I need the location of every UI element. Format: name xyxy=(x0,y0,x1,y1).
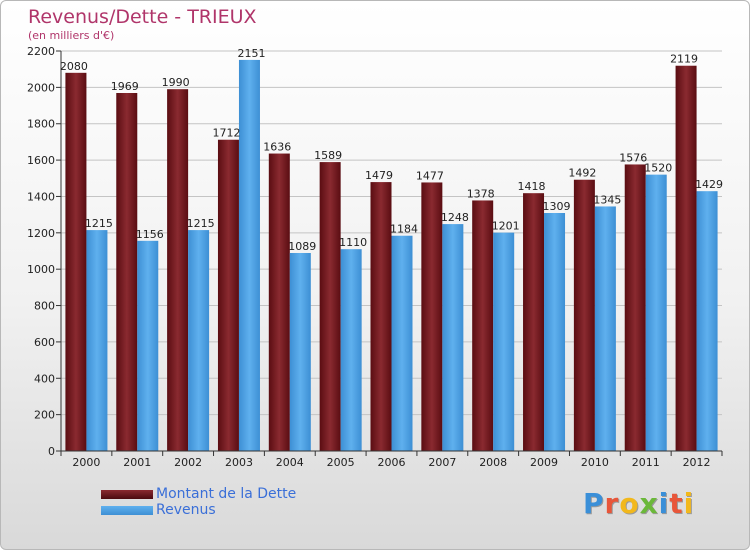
value-label-debt: 1576 xyxy=(619,151,647,164)
bar-debt xyxy=(268,153,290,451)
value-label-revenue: 1156 xyxy=(136,228,164,241)
logo-letter: x xyxy=(639,487,659,520)
bar-revenue xyxy=(188,230,210,451)
logo-letter: o xyxy=(619,487,640,520)
value-label-revenue: 1215 xyxy=(85,217,113,230)
value-label-revenue: 1309 xyxy=(543,200,571,213)
y-tick-label: 1200 xyxy=(27,227,55,240)
y-tick-label: 1800 xyxy=(27,118,55,131)
logo-letter: P xyxy=(583,487,605,520)
bar-revenue xyxy=(594,206,616,451)
value-label-revenue: 1110 xyxy=(339,236,367,249)
logo-letter: i xyxy=(683,487,695,520)
value-label-revenue: 2151 xyxy=(237,47,265,60)
x-tick-label: 2006 xyxy=(378,456,406,469)
x-tick-label: 2010 xyxy=(581,456,609,469)
value-label-debt: 1712 xyxy=(212,127,240,140)
x-tick-label: 2001 xyxy=(123,456,151,469)
value-label-revenue: 1248 xyxy=(441,211,469,224)
bar-revenue xyxy=(137,240,159,451)
value-label-revenue: 1345 xyxy=(593,193,621,206)
value-label-debt: 2119 xyxy=(670,53,698,66)
bar-debt xyxy=(167,89,189,451)
value-label-debt: 1418 xyxy=(518,180,546,193)
bar-debt xyxy=(116,93,138,451)
bar-revenue xyxy=(391,235,413,451)
bar-revenue xyxy=(289,253,311,451)
y-tick-label: 200 xyxy=(34,409,55,422)
bar-debt xyxy=(675,65,697,452)
chart-title: Revenus/Dette - TRIEUX xyxy=(28,6,257,28)
value-label-revenue: 1429 xyxy=(695,178,723,191)
y-tick-label: 1400 xyxy=(27,190,55,203)
value-label-debt: 1589 xyxy=(314,149,342,162)
chart-subtitle: (en milliers d'€) xyxy=(28,29,115,42)
y-tick-label: 800 xyxy=(34,300,55,313)
value-label-debt: 1636 xyxy=(263,141,291,154)
y-tick-label: 0 xyxy=(48,445,55,458)
bar-debt xyxy=(523,193,545,451)
bar-revenue xyxy=(696,191,718,451)
y-tick-label: 1600 xyxy=(27,154,55,167)
bar-revenue xyxy=(442,224,464,451)
x-tick-label: 2002 xyxy=(174,456,202,469)
y-tick-label: 2000 xyxy=(27,81,55,94)
bar-debt xyxy=(65,72,87,452)
bar-debt xyxy=(573,179,595,451)
logo-letter: r xyxy=(604,487,620,520)
x-tick-label: 2003 xyxy=(225,456,253,469)
value-label-revenue: 1184 xyxy=(390,223,418,236)
bar-debt xyxy=(319,162,341,451)
bar-revenue xyxy=(86,230,108,451)
legend-label-revenue: Revenus xyxy=(156,502,216,518)
value-label-debt: 2080 xyxy=(60,60,88,73)
x-tick-label: 2000 xyxy=(72,456,100,469)
x-tick-label: 2004 xyxy=(276,456,304,469)
x-tick-label: 2011 xyxy=(632,456,660,469)
value-label-debt: 1990 xyxy=(162,76,190,89)
bar-debt xyxy=(624,164,646,452)
proxiti-logo: Proxiti xyxy=(583,487,694,520)
x-tick-label: 2008 xyxy=(479,456,507,469)
logo-letter: i xyxy=(658,487,670,520)
legend-label-debt: Montant de la Dette xyxy=(156,486,297,502)
legend-swatch-revenue xyxy=(101,506,153,515)
value-label-debt: 1969 xyxy=(111,80,139,93)
bar-revenue xyxy=(340,249,362,451)
bar-debt xyxy=(217,139,239,451)
y-tick-label: 2200 xyxy=(27,45,55,58)
value-label-revenue: 1215 xyxy=(187,217,215,230)
x-tick-label: 2009 xyxy=(530,456,558,469)
x-tick-label: 2005 xyxy=(327,456,355,469)
value-label-debt: 1492 xyxy=(568,167,596,180)
y-tick-label: 600 xyxy=(34,336,55,349)
legend-swatch-debt xyxy=(101,490,153,499)
value-label-revenue: 1201 xyxy=(492,220,520,233)
value-label-revenue: 1520 xyxy=(644,162,672,175)
bar-revenue xyxy=(493,232,515,451)
value-label-revenue: 1089 xyxy=(288,240,316,253)
y-tick-label: 1000 xyxy=(27,263,55,276)
x-tick-label: 2012 xyxy=(683,456,711,469)
bar-revenue xyxy=(238,59,260,452)
bar-debt xyxy=(370,182,392,451)
bar-revenue xyxy=(544,213,566,451)
value-label-debt: 1479 xyxy=(365,169,393,182)
value-label-debt: 1378 xyxy=(467,187,495,200)
y-tick-label: 400 xyxy=(34,372,55,385)
bar-debt xyxy=(472,200,494,451)
x-tick-label: 2007 xyxy=(428,456,456,469)
value-label-debt: 1477 xyxy=(416,169,444,182)
bar-debt xyxy=(421,182,443,452)
bar-revenue xyxy=(645,174,667,452)
logo-letter: t xyxy=(669,487,684,520)
